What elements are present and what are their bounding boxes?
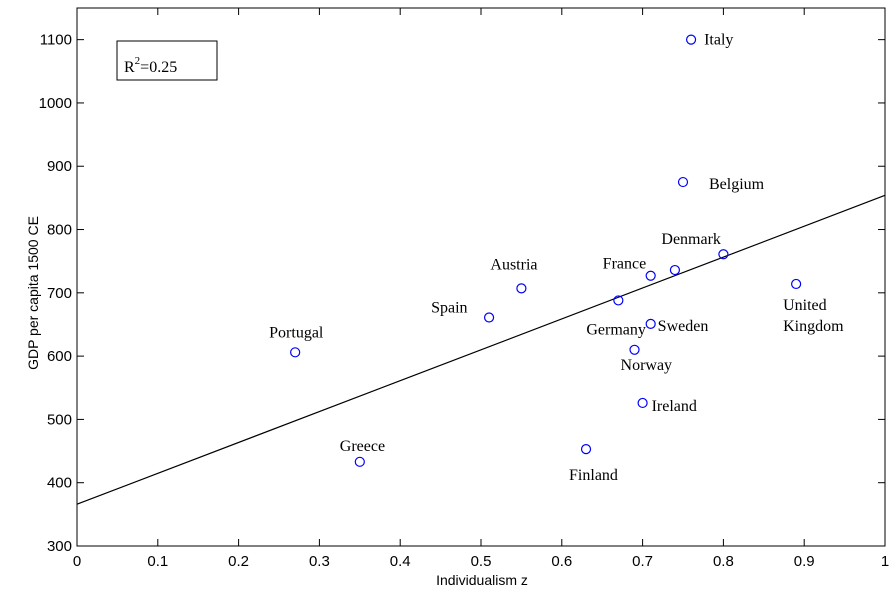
data-point [290, 347, 301, 358]
point-label: Austria [490, 256, 537, 273]
point-label: Italy [704, 32, 733, 49]
data-point [718, 249, 729, 260]
x-tick-label: 0.5 [471, 553, 492, 570]
y-tick-label: 700 [47, 285, 72, 302]
x-tick-label: 1 [881, 553, 889, 570]
point-label: Spain [431, 300, 467, 317]
data-point [613, 295, 624, 306]
x-tick-label: 0.6 [551, 553, 572, 570]
x-tick-label: 0 [73, 553, 81, 570]
x-tick-label: 0.2 [228, 553, 249, 570]
point-label: Sweden [658, 318, 709, 335]
point-label: Denmark [661, 231, 721, 248]
x-tick-label: 0.7 [632, 553, 653, 570]
point-label: United [783, 297, 827, 314]
data-point [354, 456, 365, 467]
x-tick-label: 0.8 [713, 553, 734, 570]
data-point [629, 344, 640, 355]
point-labels: Italy Belgium Denmark France United Kingdom Au… [269, 32, 844, 485]
x-tick-label: 0.1 [147, 553, 168, 570]
annotation-text: R2=0.25 [124, 55, 177, 76]
data-point [669, 264, 681, 276]
point-label: Kingdom [783, 318, 844, 335]
point-label: Finland [569, 467, 618, 484]
annotation-box [116, 40, 218, 81]
data-points [290, 34, 802, 467]
data-point [791, 278, 802, 290]
data-point [685, 34, 697, 45]
data-point [677, 176, 689, 188]
data-point [516, 283, 527, 294]
x-tick-label: 0.9 [794, 553, 815, 570]
data-point [580, 444, 592, 455]
axis-ticks: 0 0.1 0.2 0.3 0.4 0.5 0.6 0.7 0.8 0.9 1 300 400 500 60… [39, 8, 889, 570]
y-tick-label: 1100 [40, 32, 72, 49]
x-axis-title: Individualism z [436, 572, 528, 588]
y-tick-label: 900 [47, 158, 72, 175]
point-label: Greece [340, 438, 385, 455]
data-point [637, 397, 648, 409]
plot-frame [76, 7, 886, 547]
point-label: Germany [586, 321, 646, 338]
data-point [645, 270, 656, 281]
regression-line [76, 194, 886, 505]
point-label: France [603, 256, 647, 273]
y-tick-label: 1000 [39, 95, 72, 112]
point-label: Ireland [652, 398, 697, 415]
y-tick-label: 600 [47, 348, 72, 365]
data-point [483, 312, 495, 323]
y-tick-label: 800 [47, 222, 72, 239]
r-squared-annotation: R2=0.25 [116, 40, 218, 81]
y-tick-label: 500 [47, 411, 72, 428]
plot-border [76, 7, 886, 547]
data-point [645, 318, 656, 329]
point-label: Belgium [709, 176, 765, 193]
y-tick-label: 400 [47, 475, 72, 492]
regression-line-group [76, 194, 886, 505]
y-tick-label: 300 [47, 538, 72, 555]
x-tick-label: 0.4 [390, 553, 411, 570]
point-label: Portugal [269, 324, 324, 341]
point-label: Norway [621, 357, 673, 374]
x-tick-label: 0.3 [309, 553, 330, 570]
y-axis-title: GDP per capita 1500 CE [25, 216, 41, 370]
